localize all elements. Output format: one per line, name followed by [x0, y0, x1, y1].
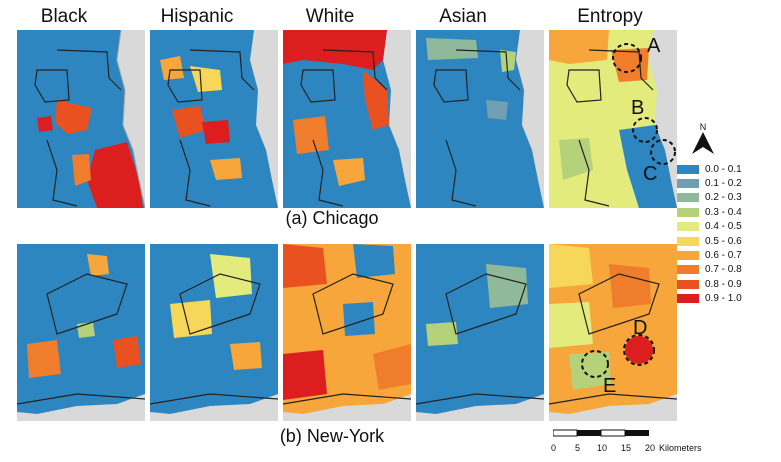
legend-label: 0.2 - 0.3 [705, 192, 742, 204]
newyork-white-map [283, 244, 411, 421]
annotation-b: B [631, 97, 644, 119]
legend-label: 0.8 - 0.9 [705, 278, 742, 290]
newyork-entropy-map: D E [549, 244, 677, 421]
scale-bar: 0 5 10 15 20 Kilometers [551, 425, 702, 454]
legend-item: 0.8 - 0.9 [677, 277, 742, 291]
legend-item: 0.5 - 0.6 [677, 234, 742, 248]
scale-tick-10: 10 [597, 443, 608, 453]
legend-label: 0.3 - 0.4 [705, 206, 742, 218]
newyork-black-map [17, 244, 145, 421]
column-title-entropy: Entropy [577, 6, 643, 27]
legend-item: 0.6 - 0.7 [677, 248, 742, 262]
legend-item: 0.2 - 0.3 [677, 191, 742, 205]
scale-tick-20: 20 [645, 443, 656, 453]
legend-item: 0.3 - 0.4 [677, 205, 742, 219]
column-title-hispanic: Hispanic [160, 6, 234, 27]
chicago-asian-map [416, 30, 544, 208]
legend-swatch [677, 265, 699, 275]
legend: 0.0 - 0.1 0.1 - 0.2 0.2 - 0.3 0.3 - 0.4 0.4 … [677, 162, 742, 306]
north-arrow-icon [692, 132, 714, 154]
legend-swatch [677, 294, 699, 304]
annotation-e: E [603, 375, 616, 397]
scale-tick-0: 0 [551, 443, 557, 453]
annotation-c: C [643, 163, 657, 185]
legend-item: 0.4 - 0.5 [677, 220, 742, 234]
north-letter: N [699, 122, 707, 132]
column-title-white: White [305, 6, 355, 27]
column-title-asian: Asian [439, 6, 487, 27]
legend-label: 0.9 - 1.0 [705, 293, 742, 305]
legend-item: 0.0 - 0.1 [677, 162, 742, 176]
legend-swatch [677, 279, 699, 289]
legend-label: 0.4 - 0.5 [705, 221, 742, 233]
chicago-white-map [283, 30, 411, 208]
legend-label: 0.0 - 0.1 [705, 163, 742, 175]
scale-bar-graphic [552, 429, 649, 437]
row-caption-newyork: (b) New-York [279, 426, 385, 446]
legend-swatch [677, 222, 699, 232]
legend-item: 0.9 - 1.0 [677, 292, 742, 306]
legend-label: 0.6 - 0.7 [705, 250, 742, 262]
annotation-d: D [633, 317, 647, 339]
newyork-asian-map [416, 244, 544, 421]
legend-label: 0.7 - 0.8 [705, 264, 742, 276]
legend-item: 0.7 - 0.8 [677, 263, 742, 277]
chicago-black-map [17, 30, 145, 208]
row-caption-chicago: (a) Chicago [285, 208, 379, 228]
column-title-black: Black [40, 6, 88, 27]
legend-item: 0.1 - 0.2 [677, 176, 742, 190]
legend-swatch [677, 251, 699, 261]
legend-label: 0.5 - 0.6 [705, 235, 742, 247]
legend-swatch [677, 193, 699, 203]
legend-swatch [677, 179, 699, 189]
chicago-entropy-map: A B C [549, 30, 677, 208]
annotation-a: A [647, 35, 661, 57]
legend-label: 0.1 - 0.2 [705, 178, 742, 190]
chicago-hispanic-map [150, 30, 278, 208]
scale-tick-5: 5 [575, 443, 581, 453]
legend-swatch [677, 164, 699, 174]
scale-unit: Kilometers [659, 443, 702, 453]
legend-swatch [677, 207, 699, 217]
newyork-hispanic-map [150, 244, 278, 421]
scale-tick-15: 15 [621, 443, 632, 453]
legend-swatch [677, 236, 699, 246]
north-arrow: N [692, 122, 714, 161]
